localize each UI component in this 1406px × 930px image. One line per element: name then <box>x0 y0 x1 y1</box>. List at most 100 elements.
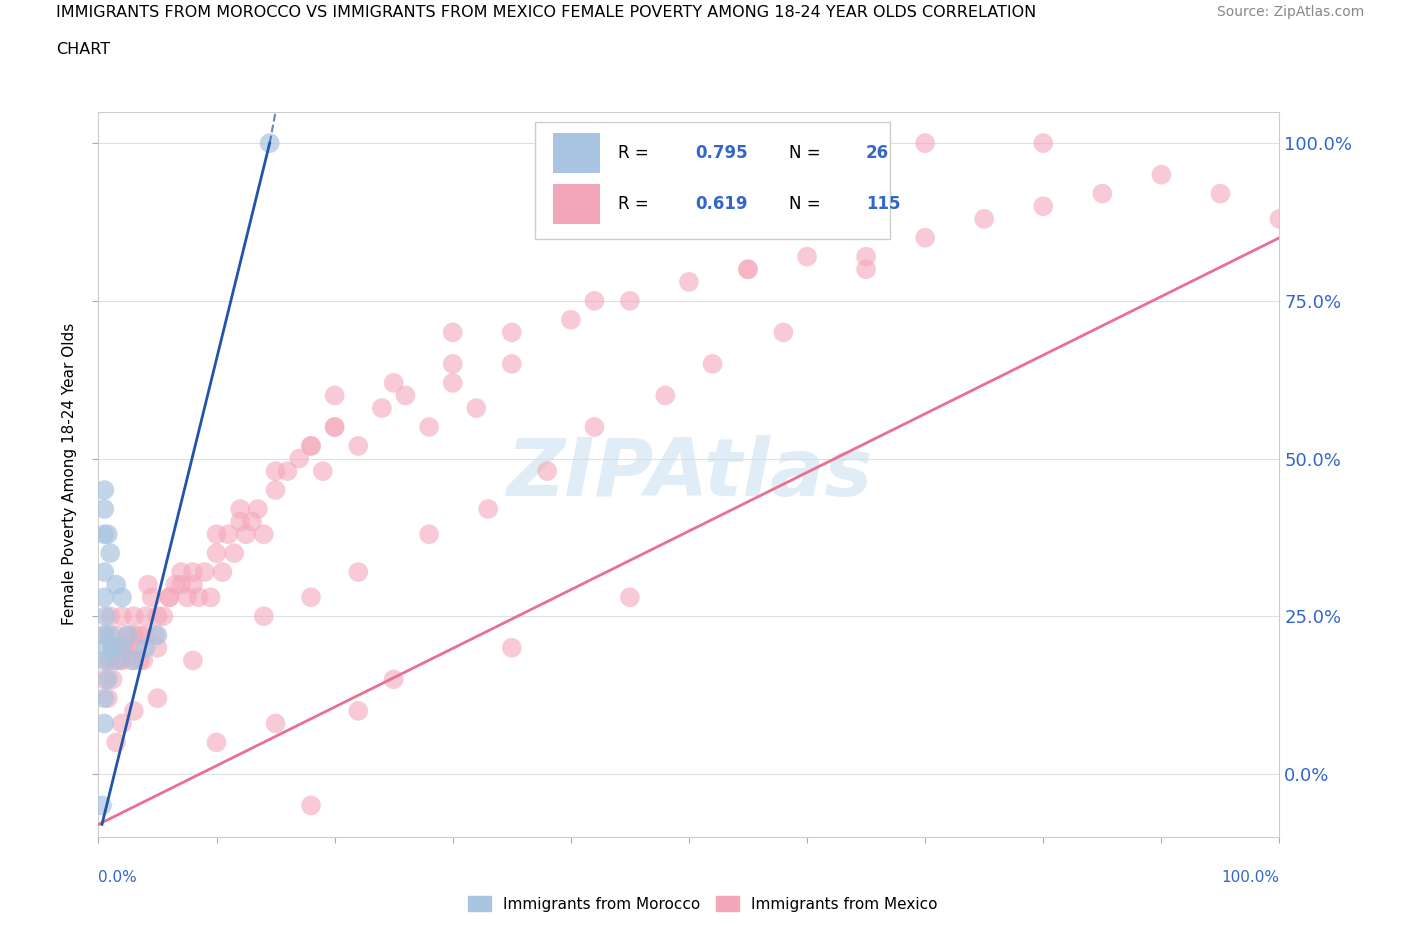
Point <box>93 526 115 541</box>
Point <box>264 716 287 731</box>
Point <box>914 136 936 151</box>
Point <box>501 356 523 371</box>
Point <box>299 438 322 453</box>
Point <box>276 464 298 479</box>
Text: N =: N = <box>789 194 827 213</box>
Point <box>108 653 131 668</box>
Bar <box>553 133 600 173</box>
Point <box>299 798 322 813</box>
Point <box>157 590 180 604</box>
Point <box>93 483 115 498</box>
Point <box>181 565 204 579</box>
Point <box>235 526 257 541</box>
Point <box>101 641 124 656</box>
Text: N =: N = <box>789 144 827 162</box>
Point <box>205 526 228 541</box>
Point <box>1091 186 1114 201</box>
Point <box>246 501 269 516</box>
Point <box>98 628 121 643</box>
Point <box>619 293 641 308</box>
Point <box>93 628 115 643</box>
Point <box>111 590 134 604</box>
Point <box>94 609 117 624</box>
Text: 115: 115 <box>866 194 901 213</box>
Point <box>170 565 193 579</box>
Point <box>121 653 143 668</box>
Point <box>253 526 276 541</box>
Point <box>205 735 228 750</box>
Point <box>200 590 222 604</box>
Point <box>97 653 120 668</box>
Point <box>117 641 139 656</box>
Point <box>93 628 115 643</box>
Point <box>229 514 252 529</box>
Point <box>136 578 159 592</box>
Text: 100.0%: 100.0% <box>1222 870 1279 884</box>
Point <box>122 653 145 668</box>
Point <box>702 356 724 371</box>
Point <box>93 691 115 706</box>
Point <box>122 703 145 718</box>
FancyBboxPatch shape <box>536 123 890 239</box>
Text: R =: R = <box>619 144 654 162</box>
Point <box>253 609 276 624</box>
Point <box>181 578 204 592</box>
Point <box>194 565 217 579</box>
Point <box>128 628 150 643</box>
Text: IMMIGRANTS FROM MOROCCO VS IMMIGRANTS FROM MEXICO FEMALE POVERTY AMONG 18-24 YEA: IMMIGRANTS FROM MOROCCO VS IMMIGRANTS FR… <box>56 5 1036 20</box>
Point <box>205 546 228 561</box>
Point <box>536 464 558 479</box>
Point <box>105 628 128 643</box>
Point <box>93 716 115 731</box>
Point <box>132 653 155 668</box>
Point <box>583 293 606 308</box>
Point <box>122 609 145 624</box>
Point <box>93 501 115 516</box>
Point <box>157 590 180 604</box>
Text: 26: 26 <box>866 144 889 162</box>
Point <box>93 653 115 668</box>
Point <box>441 325 464 339</box>
Point <box>299 438 322 453</box>
Point <box>93 590 115 604</box>
Point <box>96 641 118 656</box>
Point <box>111 653 134 668</box>
Point <box>98 546 121 561</box>
Point <box>501 325 523 339</box>
Point <box>583 419 606 434</box>
Point <box>299 590 322 604</box>
Point <box>264 464 287 479</box>
Text: CHART: CHART <box>56 42 110 57</box>
Point <box>91 798 114 813</box>
Point <box>737 262 759 277</box>
Text: 0.795: 0.795 <box>695 144 748 162</box>
Point <box>654 388 676 403</box>
Point <box>441 356 464 371</box>
Point <box>1032 136 1054 151</box>
Point <box>98 653 121 668</box>
Point <box>93 671 115 686</box>
Point <box>97 671 120 686</box>
Point <box>323 388 346 403</box>
Point <box>619 590 641 604</box>
Point <box>98 609 121 624</box>
Point <box>347 703 370 718</box>
Point <box>146 609 169 624</box>
Point <box>347 438 370 453</box>
Point <box>105 641 128 656</box>
Point <box>105 735 128 750</box>
Point <box>855 249 877 264</box>
Point <box>796 249 818 264</box>
Point <box>973 211 995 226</box>
Point <box>737 262 759 277</box>
Point <box>441 376 464 391</box>
Point <box>146 641 169 656</box>
Point <box>146 628 169 643</box>
Point <box>135 628 157 643</box>
Text: 0.0%: 0.0% <box>98 870 138 884</box>
Point <box>111 716 134 731</box>
Point <box>418 526 440 541</box>
Point <box>477 501 499 516</box>
Point <box>259 136 281 151</box>
Point <box>501 641 523 656</box>
